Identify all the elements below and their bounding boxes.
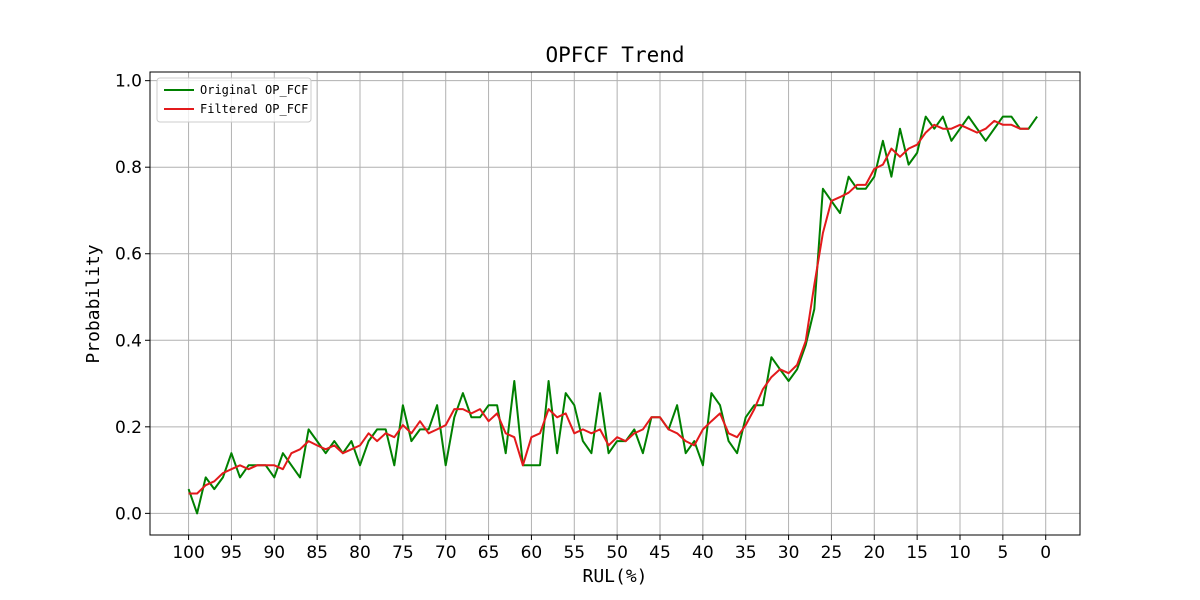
x-tick-label: 30 xyxy=(778,543,800,563)
x-tick-label: 85 xyxy=(306,543,328,563)
x-tick-label: 90 xyxy=(263,543,285,563)
x-tick-label: 50 xyxy=(606,543,628,563)
y-tick-label: 0.2 xyxy=(115,418,142,438)
series-line-original xyxy=(187,115,1038,515)
y-tick-label: 0.6 xyxy=(115,245,142,265)
x-tick-label: 60 xyxy=(521,543,543,563)
y-tick-label: 0.8 xyxy=(115,158,142,178)
x-tick-label: 20 xyxy=(863,543,885,563)
series-lines xyxy=(187,115,1038,515)
y-tick-label: 0.4 xyxy=(115,331,142,351)
legend-label-filtered: Filtered OP_FCF xyxy=(200,102,308,116)
y-tick-label: 1.0 xyxy=(115,72,142,92)
plot-frame xyxy=(149,71,1081,536)
x-tick-label: 55 xyxy=(563,543,585,563)
x-tick-label: 35 xyxy=(735,543,757,563)
y-axis-label: Probability xyxy=(83,244,104,363)
axis-ticks: 100 95 90 85 80 75 70 65 60 55 50 45 40 35 30 25 20 15 10 5… xyxy=(115,72,1051,563)
x-tick-label: 15 xyxy=(906,543,928,563)
grid xyxy=(150,72,1080,535)
x-tick-label: 75 xyxy=(392,543,414,563)
x-tick-label: 70 xyxy=(435,543,457,563)
x-tick-label: 45 xyxy=(649,543,671,563)
x-axis-label: RUL(%) xyxy=(582,566,647,587)
x-tick-label: 25 xyxy=(821,543,843,563)
x-tick-label: 10 xyxy=(949,543,971,563)
legend-label-original: Original OP_FCF xyxy=(200,83,308,97)
y-tick-label: 0.0 xyxy=(115,504,142,524)
x-tick-label: 80 xyxy=(349,543,371,563)
x-tick-label: 100 xyxy=(172,543,204,563)
x-tick-label: 0 xyxy=(1040,543,1051,563)
x-tick-label: 5 xyxy=(997,543,1008,563)
legend-box xyxy=(156,77,312,123)
chart-title: OPFCF Trend xyxy=(545,43,684,67)
legend: Original OP_FCF Filtered OP_FCF xyxy=(156,77,312,123)
x-tick-label: 40 xyxy=(692,543,714,563)
series-line-filtered xyxy=(188,119,1029,495)
x-tick-label: 95 xyxy=(221,543,243,563)
x-tick-label: 65 xyxy=(478,543,500,563)
